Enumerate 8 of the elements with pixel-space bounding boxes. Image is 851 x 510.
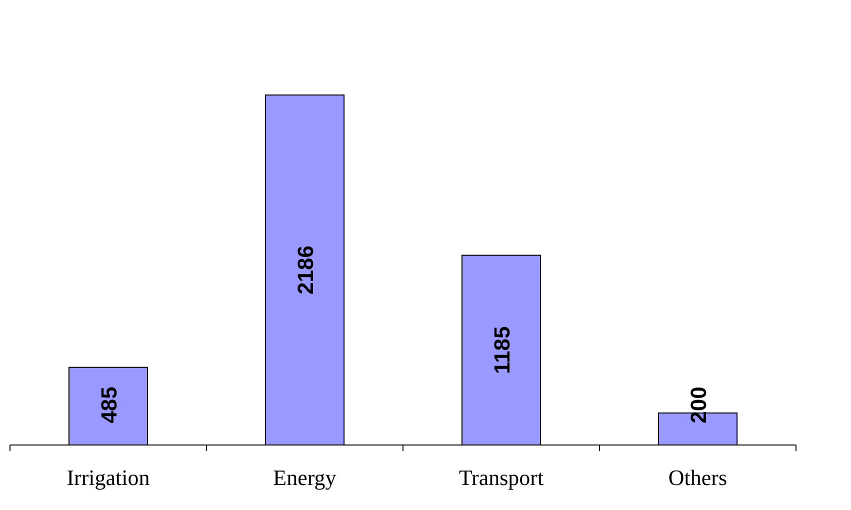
data-label: 200 [686, 386, 711, 424]
x-tick-label: Others [668, 465, 728, 490]
x-tick-label: Transport [458, 465, 544, 490]
data-label: 1185 [489, 326, 514, 374]
data-label: 485 [96, 386, 122, 424]
data-label: 2186 [292, 246, 318, 294]
x-tick-label: Irrigation [66, 465, 150, 490]
x-tick-label: Energy [273, 465, 336, 490]
